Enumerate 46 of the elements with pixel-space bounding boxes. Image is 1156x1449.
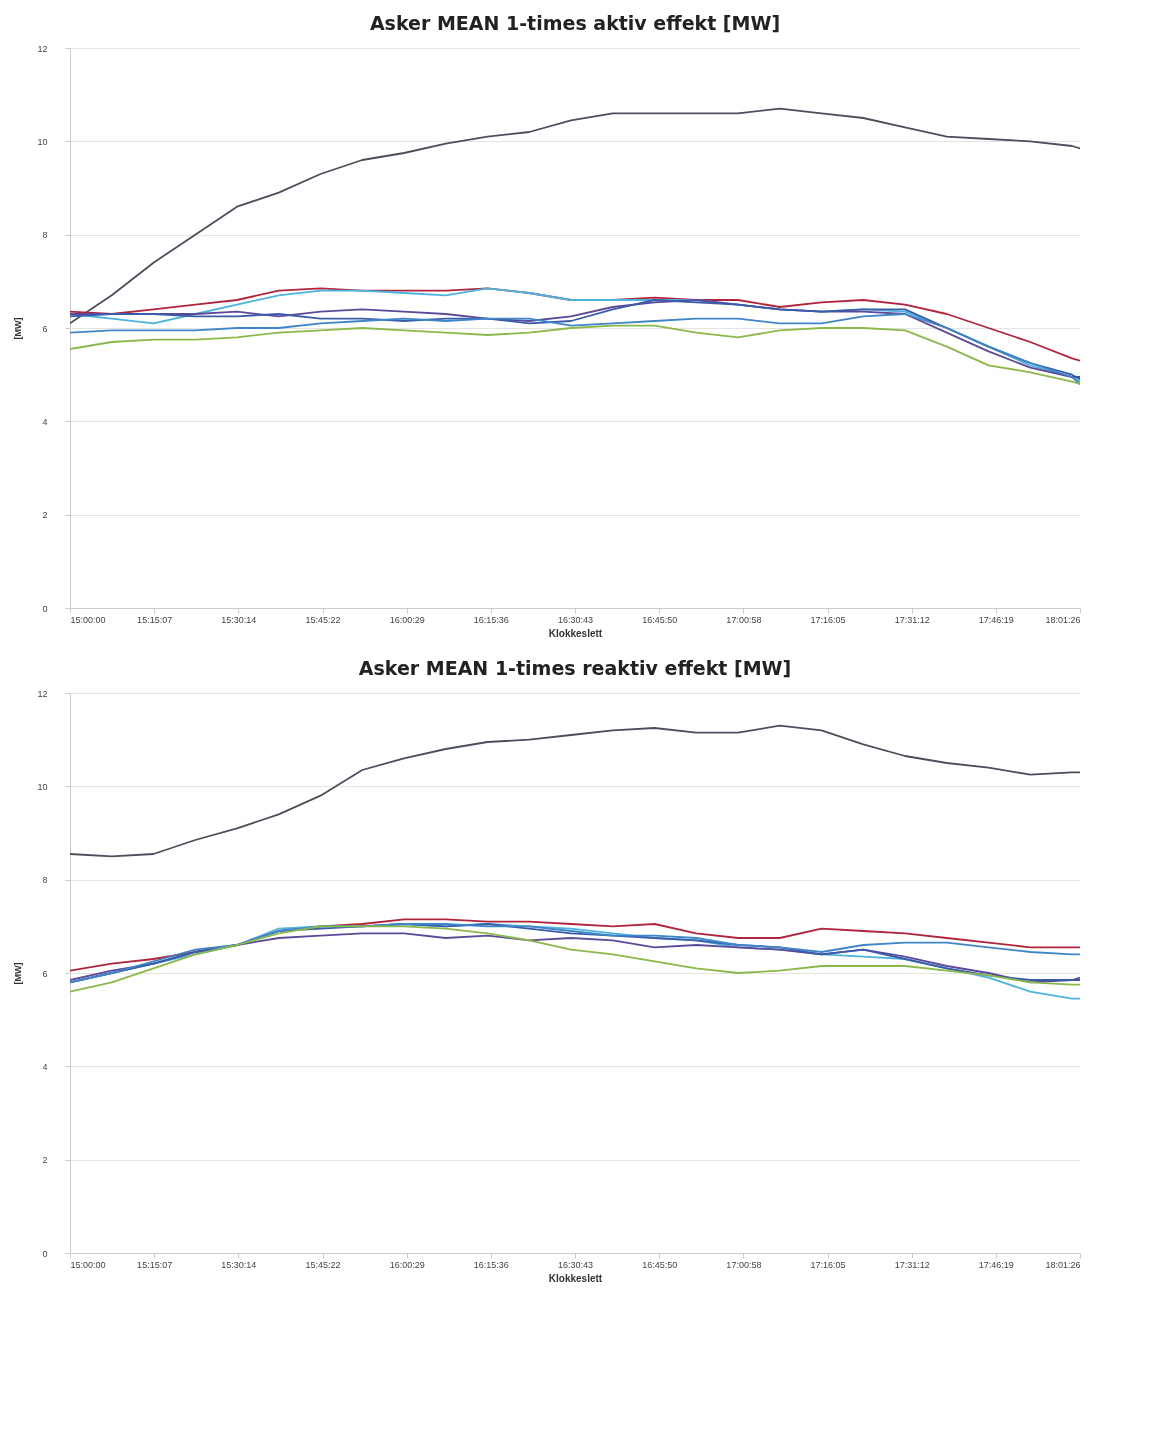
x-axis-title: Klokkeslett (548, 1272, 603, 1284)
x-tick-label: 15:45:22 (305, 614, 341, 625)
y-tick-label: 10 (37, 136, 48, 147)
x-tick-label: 17:46:19 (978, 614, 1014, 625)
x-tick-label: 16:15:36 (473, 614, 509, 625)
x-tick-label: 18:01:26 (1045, 1259, 1081, 1270)
x-tick-label: 15:00:00 (70, 614, 106, 625)
x-tick-label: 17:31:12 (894, 1259, 930, 1270)
y-tick-label: 10 (37, 781, 48, 792)
x-tick-label: 17:16:05 (810, 1259, 846, 1270)
chart-title: Asker MEAN 1-times reaktiv effekt [MW] (358, 657, 792, 679)
y-tick-label: 12 (37, 688, 48, 699)
y-tick-label: 4 (42, 1061, 48, 1072)
y-axis-title: [MW] (13, 317, 24, 340)
y-tick-label: 12 (37, 43, 48, 54)
x-tick-label: 15:30:14 (221, 1259, 257, 1270)
x-tick-label: 17:46:19 (978, 1259, 1014, 1270)
y-tick-label: 2 (42, 1155, 48, 1166)
y-tick-label: 0 (42, 603, 48, 614)
x-tick-label: 15:30:14 (221, 614, 257, 625)
x-tick-label: 16:45:50 (642, 1259, 678, 1270)
y-tick-label: 4 (42, 416, 48, 427)
y-tick-label: 6 (42, 323, 48, 334)
x-tick-label: 17:00:58 (726, 614, 762, 625)
y-tick-label: 0 (42, 1248, 48, 1259)
x-tick-label: 16:15:36 (473, 1259, 509, 1270)
x-tick-label: 18:01:26 (1045, 614, 1081, 625)
x-tick-label: 16:00:29 (389, 614, 425, 625)
x-tick-label: 16:30:43 (557, 614, 594, 625)
x-tick-label: 17:16:05 (810, 614, 846, 625)
chart-title: Asker MEAN 1-times aktiv effekt [MW] (369, 12, 781, 34)
y-tick-label: 6 (42, 968, 48, 979)
x-tick-label: 16:00:29 (389, 1259, 425, 1270)
y-tick-label: 8 (42, 875, 48, 886)
x-tick-label: 16:45:50 (642, 614, 678, 625)
y-tick-label: 8 (42, 230, 48, 241)
x-tick-label: 16:30:43 (557, 1259, 594, 1270)
x-tick-label: 15:15:07 (137, 614, 173, 625)
y-axis-title: [MW] (13, 962, 24, 985)
x-tick-label: 17:31:12 (894, 614, 930, 625)
x-tick-label: 15:00:00 (70, 1259, 106, 1270)
x-tick-label: 15:45:22 (305, 1259, 341, 1270)
x-tick-label: 15:15:07 (137, 1259, 173, 1270)
y-tick-label: 2 (42, 510, 48, 521)
x-tick-label: 17:00:58 (726, 1259, 762, 1270)
x-axis-title: Klokkeslett (548, 627, 603, 639)
